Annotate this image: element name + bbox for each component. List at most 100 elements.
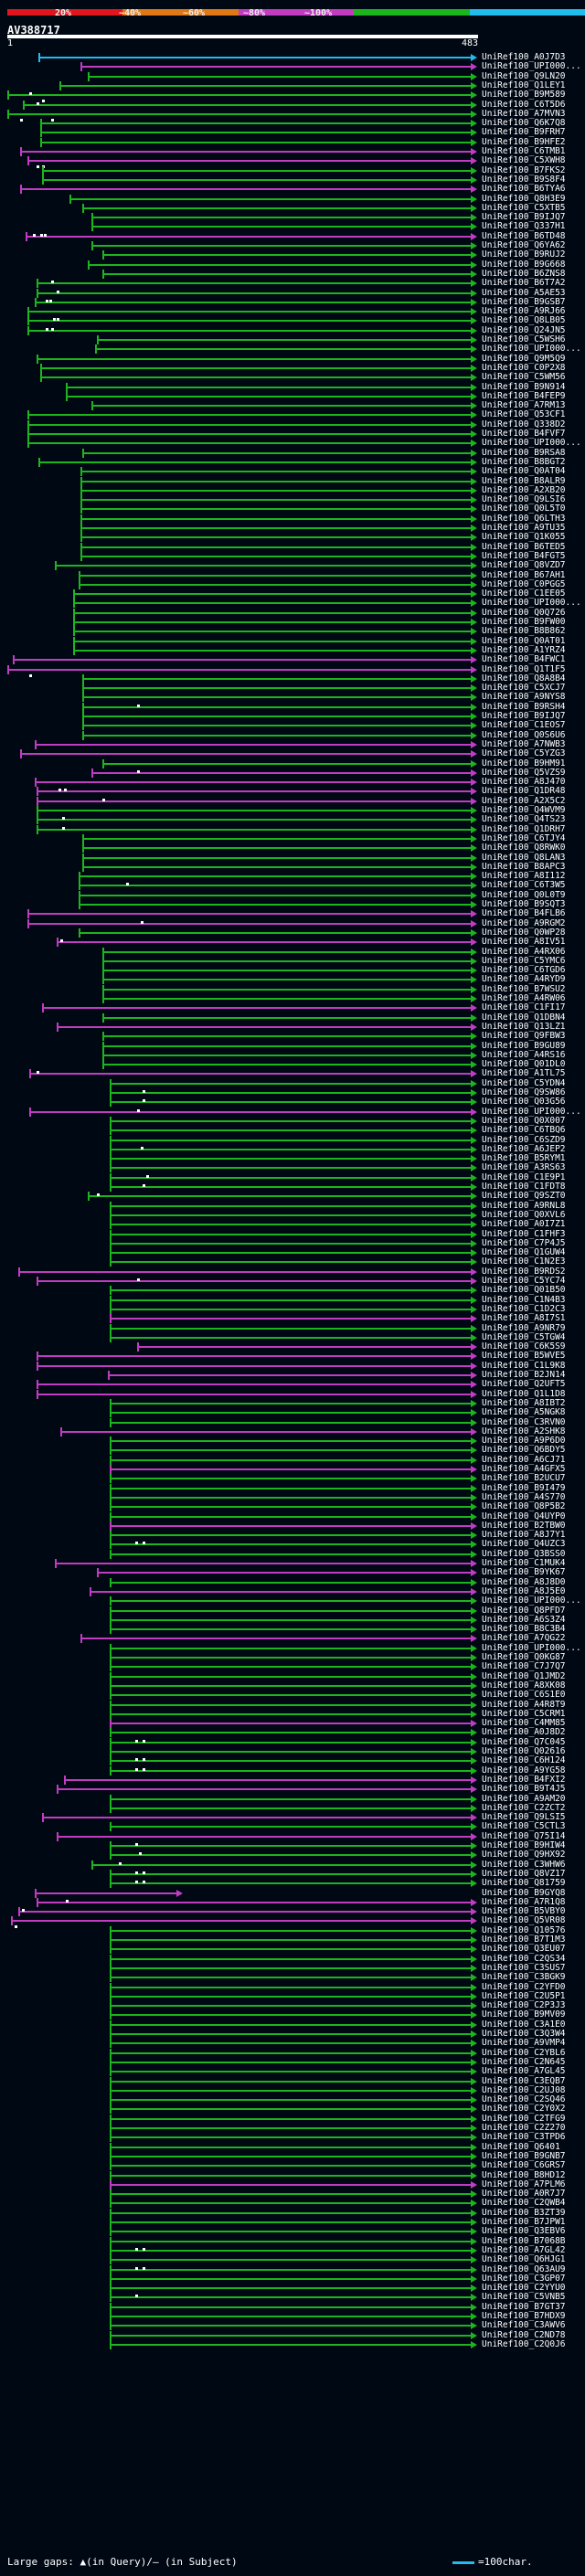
- hit-row[interactable]: UniRef100_C5TGW4: [0, 1331, 585, 1344]
- hit-row[interactable]: UniRef100_A0J8D2: [0, 1726, 585, 1739]
- hit-label-link[interactable]: UniRef100_C2TFG9: [482, 2113, 566, 2124]
- hit-alignment-line[interactable]: [57, 1788, 472, 1791]
- hit-alignment-line[interactable]: [80, 480, 472, 482]
- hit-row[interactable]: UniRef100_Q5VR08: [0, 1914, 585, 1929]
- hit-label-link[interactable]: UniRef100_B4FXI2: [482, 1774, 566, 1785]
- hit-label-link[interactable]: UniRef100_B4FLB6: [482, 908, 566, 919]
- hit-alignment-line[interactable]: [110, 2343, 472, 2346]
- hit-row[interactable]: UniRef100_B9N914: [0, 381, 585, 394]
- hit-label-link[interactable]: UniRef100_A4RS16: [482, 1049, 566, 1060]
- hit-row[interactable]: UniRef100_Q338D2: [0, 419, 585, 431]
- hit-label-link[interactable]: UniRef100_Q0WP28: [482, 927, 566, 938]
- hit-row[interactable]: UniRef100_A0J7D3: [0, 51, 585, 64]
- hit-alignment-line[interactable]: [27, 320, 472, 323]
- hit-row[interactable]: UniRef100_A6CJ71: [0, 1454, 585, 1467]
- hit-alignment-line[interactable]: [110, 1440, 472, 1443]
- hit-alignment-line[interactable]: [110, 2325, 472, 2327]
- hit-label-link[interactable]: UniRef100_C5YC74: [482, 1276, 566, 1286]
- hit-row[interactable]: UniRef100_Q9LN20: [0, 70, 585, 83]
- hit-row[interactable]: UniRef100_B7T1M3: [0, 1934, 585, 1946]
- hit-alignment-line[interactable]: [55, 565, 472, 567]
- hit-alignment-line[interactable]: [82, 677, 472, 680]
- hit-alignment-line[interactable]: [73, 621, 472, 623]
- hit-row[interactable]: UniRef100_Q1L1D8: [0, 1388, 585, 1401]
- hit-alignment-line[interactable]: [110, 1581, 472, 1584]
- hit-alignment-line[interactable]: [11, 1920, 472, 1923]
- hit-alignment-line[interactable]: [110, 2316, 472, 2317]
- hit-row[interactable]: UniRef100_A7RM13: [0, 399, 585, 412]
- hit-label-link[interactable]: UniRef100_C3TPD6: [482, 2132, 566, 2143]
- hit-row[interactable]: UniRef100_A3RS63: [0, 1161, 585, 1174]
- hit-label-link[interactable]: UniRef100_B2TBW0: [482, 1520, 566, 1531]
- hit-label-link[interactable]: UniRef100_A1YRZ4: [482, 644, 566, 655]
- hit-label-link[interactable]: UniRef100_B9GSB7: [482, 296, 566, 307]
- hit-label-link[interactable]: UniRef100_Q13LZ1: [482, 1021, 566, 1032]
- hit-row[interactable]: UniRef100_B9GU89: [0, 1040, 585, 1053]
- hit-label-link[interactable]: UniRef100_Q1GUW4: [482, 1247, 566, 1258]
- hit-alignment-line[interactable]: [110, 1675, 472, 1678]
- hit-alignment-line[interactable]: [79, 574, 472, 577]
- hit-label-link[interactable]: UniRef100_A4RX06: [482, 946, 566, 957]
- hit-label-link[interactable]: UniRef100_B9N914: [482, 381, 566, 392]
- hit-label-link[interactable]: UniRef100_Q6YA62: [482, 240, 566, 250]
- hit-alignment-line[interactable]: [110, 1129, 472, 1132]
- hit-row[interactable]: UniRef100_B4FLB6: [0, 907, 585, 920]
- hit-row[interactable]: UniRef100_C2YBL6: [0, 2047, 585, 2060]
- hit-label-link[interactable]: UniRef100_B8HD12: [482, 2169, 566, 2180]
- hit-alignment-line[interactable]: [110, 1176, 472, 1179]
- hit-row[interactable]: UniRef100_B9MV09: [0, 2009, 585, 2021]
- hit-row[interactable]: UniRef100_C1FDT8: [0, 1181, 585, 1193]
- hit-row[interactable]: UniRef100_Q0WP28: [0, 927, 585, 939]
- hit-label-link[interactable]: UniRef100_C2YBL6: [482, 2047, 566, 2058]
- hit-label-link[interactable]: UniRef100_C5XCJ7: [482, 683, 566, 694]
- hit-row[interactable]: UniRef100_Q4UYP0: [0, 1511, 585, 1523]
- hit-alignment-line[interactable]: [110, 2155, 472, 2157]
- hit-alignment-line[interactable]: [110, 2231, 472, 2233]
- hit-alignment-line[interactable]: [110, 2287, 472, 2290]
- hit-row[interactable]: UniRef100_B5RYM1: [0, 1152, 585, 1165]
- hit-label-link[interactable]: UniRef100_C5YMC6: [482, 955, 566, 966]
- hit-row[interactable]: UniRef100_A7MVN3: [0, 108, 585, 122]
- hit-alignment-line[interactable]: [20, 753, 472, 756]
- hit-label-link[interactable]: UniRef100_B7068B: [482, 2235, 566, 2246]
- hit-label-link[interactable]: UniRef100_C6H124: [482, 1755, 566, 1766]
- hit-label-link[interactable]: UniRef100_C1N2E3: [482, 1256, 566, 1267]
- hit-label-link[interactable]: UniRef100_Q6HJG1: [482, 2254, 566, 2265]
- hit-row[interactable]: UniRef100_B7068B: [0, 2235, 585, 2248]
- hit-row[interactable]: UniRef100_C1D2C3: [0, 1303, 585, 1316]
- hit-alignment-line[interactable]: [7, 94, 472, 97]
- hit-alignment-line[interactable]: [69, 197, 472, 200]
- hit-label-link[interactable]: UniRef100_B9RUJ2: [482, 249, 566, 260]
- hit-label-link[interactable]: UniRef100_B9M589: [482, 90, 566, 101]
- hit-row[interactable]: UniRef100_Q0L0T9: [0, 889, 585, 902]
- hit-row[interactable]: UniRef100_A7NWB3: [0, 738, 585, 751]
- hit-label-link[interactable]: UniRef100_A4GFX5: [482, 1464, 566, 1474]
- hit-row[interactable]: UniRef100_C2Q0J6: [0, 2338, 585, 2351]
- hit-row[interactable]: UniRef100_Q337H1: [0, 220, 585, 233]
- hit-label-link[interactable]: UniRef100_C3EQB7: [482, 2075, 566, 2086]
- hit-alignment-line[interactable]: [27, 414, 472, 417]
- hit-label-link[interactable]: UniRef100_UPI000...: [482, 1595, 581, 1606]
- hit-alignment-line[interactable]: [110, 1986, 472, 1988]
- hit-label-link[interactable]: UniRef100_B5RYM1: [482, 1153, 566, 1164]
- hit-label-link[interactable]: UniRef100_C7P4J5: [482, 1237, 566, 1248]
- hit-row[interactable]: UniRef100_B4FWC1: [0, 653, 585, 666]
- hit-label-link[interactable]: UniRef100_C5XWH8: [482, 155, 566, 166]
- hit-row[interactable]: UniRef100_B4FXI2: [0, 1774, 585, 1786]
- hit-alignment-line[interactable]: [27, 922, 472, 925]
- hit-alignment-line[interactable]: [110, 1826, 472, 1829]
- hit-row[interactable]: UniRef100_Q63AU9: [0, 2263, 585, 2276]
- hit-label-link[interactable]: UniRef100_A3RS63: [482, 1162, 566, 1173]
- hit-label-link[interactable]: UniRef100_C5XTB5: [482, 202, 566, 213]
- hit-alignment-line[interactable]: [110, 2127, 472, 2129]
- hit-alignment-line[interactable]: [35, 743, 472, 746]
- hit-label-link[interactable]: UniRef100_Q01B50: [482, 1285, 566, 1296]
- hit-row[interactable]: UniRef100_C2QS34: [0, 1953, 585, 1966]
- hit-alignment-line[interactable]: [57, 1025, 472, 1028]
- hit-row[interactable]: UniRef100_A4RX06: [0, 946, 585, 959]
- hit-row[interactable]: UniRef100_B9SQT3: [0, 898, 585, 911]
- hit-alignment-line[interactable]: [110, 1723, 472, 1725]
- hit-row[interactable]: UniRef100_Q9HX92: [0, 1849, 585, 1861]
- hit-row[interactable]: UniRef100_Q6BDY5: [0, 1444, 585, 1457]
- hit-alignment-line[interactable]: [79, 875, 472, 878]
